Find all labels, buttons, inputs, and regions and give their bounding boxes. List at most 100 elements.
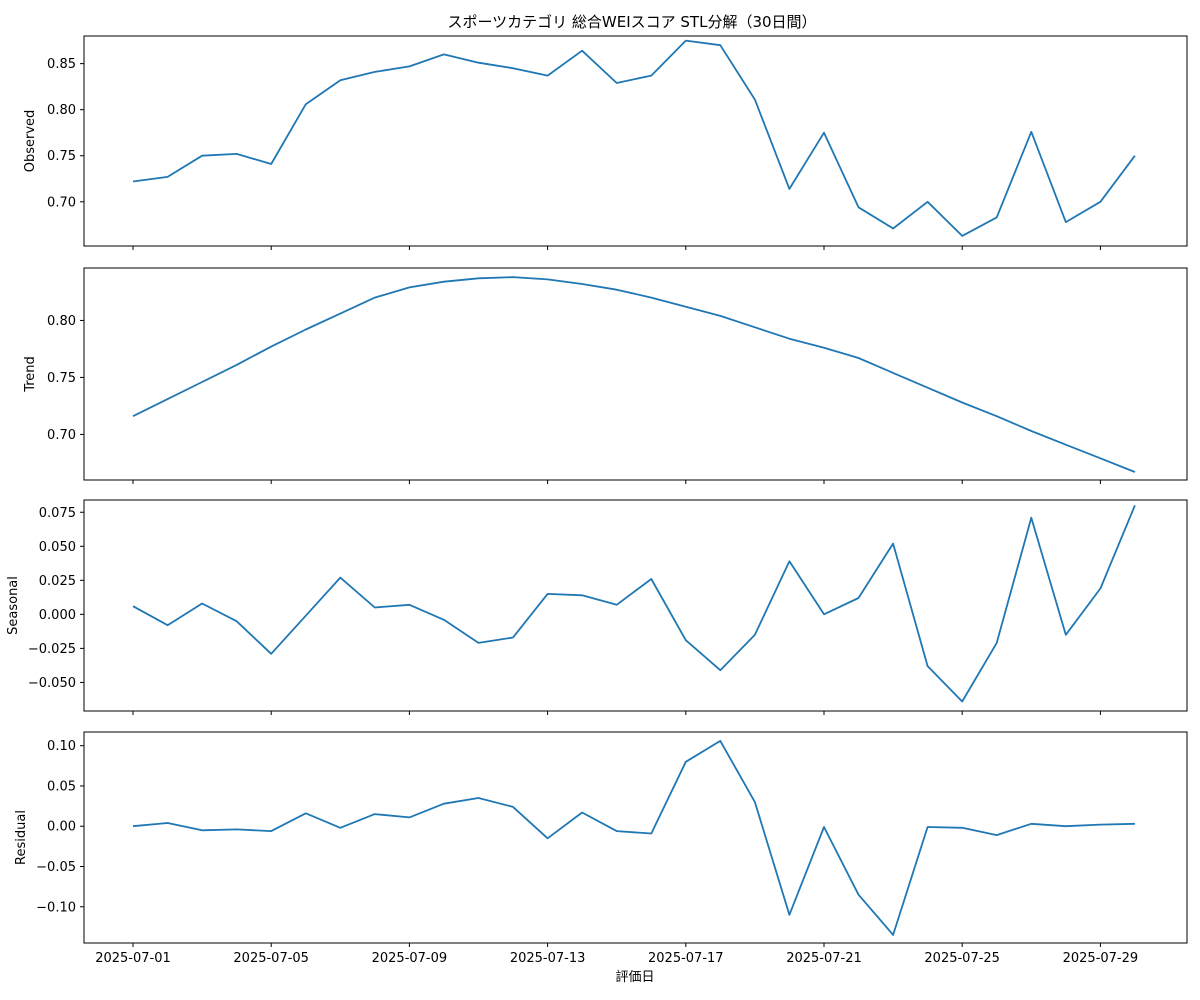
observed-series-line <box>132 39 1136 237</box>
seasonal-data-point <box>374 607 376 609</box>
observed-data-point <box>823 132 825 134</box>
observed-data-point <box>339 79 341 81</box>
observed-data-point <box>512 67 514 69</box>
seasonal-data-point <box>478 642 480 644</box>
residual-data-point <box>616 830 618 832</box>
residual-y-tick-label: 0.05 <box>47 779 76 794</box>
seasonal-series-line <box>132 505 1136 703</box>
trend-data-point <box>270 346 272 348</box>
observed-data-point <box>961 235 963 237</box>
trend-data-point <box>305 329 307 331</box>
residual-y-tick-label: 0.10 <box>47 739 76 754</box>
seasonal-data-point <box>339 577 341 579</box>
residual-data-point <box>754 801 756 803</box>
observed-y-tick-label: 0.85 <box>47 57 76 72</box>
observed-data-point <box>305 103 307 105</box>
x-tick-label: 2025-07-25 <box>924 951 1000 966</box>
seasonal-data-point <box>581 594 583 596</box>
x-tick-label: 2025-07-01 <box>95 951 171 966</box>
observed-data-point <box>374 71 376 73</box>
seasonal-data-point <box>443 619 445 621</box>
seasonal-data-point <box>823 613 825 615</box>
trend-data-point <box>685 306 687 308</box>
residual-axes-frame <box>83 731 1188 944</box>
residual-data-point <box>408 816 410 818</box>
residual-data-point <box>1030 823 1032 825</box>
x-tick-label: 2025-07-29 <box>1063 951 1139 966</box>
observed-data-point <box>788 188 790 190</box>
seasonal-y-tick-label: 0.025 <box>39 574 76 589</box>
trend-data-point <box>201 381 203 383</box>
seasonal-y-tick-label: 0.075 <box>39 506 76 521</box>
x-tick-label: 2025-07-13 <box>510 951 586 966</box>
observed-data-point <box>1134 155 1136 157</box>
observed-data-point <box>443 53 445 55</box>
trend-data-point <box>823 347 825 349</box>
residual-data-point <box>1134 823 1136 825</box>
trend-data-point <box>132 415 134 417</box>
observed-data-point <box>927 201 929 203</box>
observed-data-point <box>892 228 894 230</box>
seasonal-data-point <box>236 620 238 622</box>
trend-data-point <box>616 289 618 291</box>
seasonal-data-point <box>1134 504 1136 506</box>
residual-data-point <box>823 826 825 828</box>
seasonal-data-point <box>961 700 963 702</box>
trend-data-point <box>167 398 169 400</box>
observed-data-point <box>754 99 756 101</box>
residual-data-point <box>512 806 514 808</box>
observed-y-tick-label: 0.70 <box>47 195 76 210</box>
seasonal-data-point <box>1099 587 1101 589</box>
trend-y-tick-label: 0.80 <box>47 314 76 329</box>
trend-data-point <box>719 315 721 317</box>
trend-data-point <box>408 286 410 288</box>
observed-data-point <box>996 216 998 218</box>
chart-title: スポーツカテゴリ 総合WEIスコア STL分解（30日間） <box>447 13 816 31</box>
seasonal-data-point <box>1030 517 1032 519</box>
residual-y-tick-label: 0.00 <box>47 820 76 835</box>
trend-y-tick-label: 0.75 <box>47 371 76 386</box>
residual-data-point <box>132 825 134 827</box>
residual-data-point <box>547 837 549 839</box>
trend-series-line <box>132 276 1136 473</box>
observed-y-axis-label: Observed <box>23 110 38 173</box>
residual-y-tick-label: −0.05 <box>36 860 76 875</box>
seasonal-y-tick-label: −0.050 <box>28 676 76 691</box>
trend-y-tick-label: 0.70 <box>47 428 76 443</box>
seasonal-data-point <box>512 636 514 638</box>
seasonal-data-point <box>616 604 618 606</box>
residual-series-line <box>132 740 1135 936</box>
x-tick-label: 2025-07-05 <box>233 951 309 966</box>
seasonal-data-point <box>754 634 756 636</box>
trend-y-axis-label: Trend <box>23 356 38 393</box>
seasonal-data-point <box>201 602 203 604</box>
trend-data-point <box>1134 471 1136 473</box>
observed-axes-frame <box>83 35 1188 247</box>
observed-data-point <box>547 75 549 77</box>
trend-data-point <box>892 372 894 374</box>
trend-data-point <box>858 357 860 359</box>
residual-data-point <box>1099 824 1101 826</box>
seasonal-y-tick-label: −0.025 <box>28 642 76 657</box>
trend-data-point <box>788 338 790 340</box>
residual-data-point <box>305 812 307 814</box>
observed-data-point <box>478 62 480 64</box>
trend-data-point <box>512 276 514 278</box>
seasonal-data-point <box>858 597 860 599</box>
residual-data-point <box>927 826 929 828</box>
observed-data-point <box>685 40 687 42</box>
trend-data-point <box>478 277 480 279</box>
trend-data-point <box>650 297 652 299</box>
trend-data-point <box>339 313 341 315</box>
seasonal-data-point <box>132 605 134 607</box>
trend-data-point <box>443 281 445 283</box>
seasonal-data-point <box>927 665 929 667</box>
trend-data-point <box>374 297 376 299</box>
observed-data-point <box>201 155 203 157</box>
seasonal-data-point <box>892 543 894 545</box>
seasonal-data-point <box>719 669 721 671</box>
observed-data-point <box>1099 201 1101 203</box>
seasonal-data-point <box>650 578 652 580</box>
seasonal-data-point <box>788 560 790 562</box>
